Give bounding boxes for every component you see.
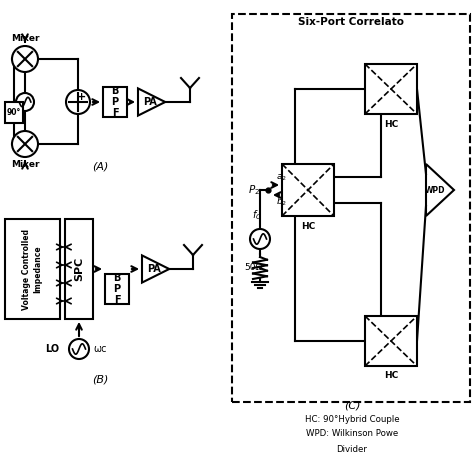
Text: HC: HC	[384, 119, 398, 128]
Bar	[5, 102, 23, 123]
Text: WPD: Wilkinson Powe: WPD: Wilkinson Powe	[306, 429, 398, 438]
Text: Voltage Controlled
Impedance: Voltage Controlled Impedance	[22, 228, 43, 310]
Bar	[365, 64, 417, 114]
Text: HC: HC	[384, 372, 398, 381]
Bar	[365, 316, 417, 366]
Bar	[103, 87, 127, 117]
Text: B
P
F: B P F	[111, 86, 118, 118]
Circle shape	[250, 229, 270, 249]
Bar	[282, 164, 334, 216]
Bar	[65, 219, 93, 319]
Text: Mixer: Mixer	[11, 160, 39, 169]
Text: (B): (B)	[92, 374, 108, 384]
Circle shape	[66, 90, 90, 114]
Circle shape	[16, 93, 34, 111]
Text: SPC: SPC	[74, 257, 84, 281]
Circle shape	[12, 131, 38, 157]
Circle shape	[12, 46, 38, 72]
Text: PA: PA	[143, 97, 157, 107]
Text: HC: HC	[301, 221, 315, 230]
Text: +: +	[77, 92, 87, 102]
Text: Six-Port Correlato: Six-Port Correlato	[298, 17, 404, 27]
Bar	[232, 14, 470, 402]
Text: (A): (A)	[92, 161, 108, 171]
Text: 50Ω: 50Ω	[244, 263, 262, 272]
Bar	[105, 274, 129, 304]
Text: PA: PA	[147, 264, 161, 274]
Text: $P_2$: $P_2$	[248, 183, 260, 197]
Text: HC: 90°Hybrid Couple: HC: 90°Hybrid Couple	[305, 414, 399, 423]
Text: Mixer: Mixer	[11, 34, 39, 43]
Bar	[5, 219, 60, 319]
Text: LO: LO	[45, 344, 59, 354]
Text: $b_2$: $b_2$	[276, 196, 287, 208]
Text: B
P
F: B P F	[113, 273, 121, 305]
Circle shape	[69, 339, 89, 359]
Text: $f_C$: $f_C$	[252, 208, 262, 222]
Text: Divider: Divider	[337, 445, 367, 454]
Text: 90°: 90°	[7, 108, 21, 117]
Text: WPD: WPD	[425, 185, 445, 194]
Text: ωc: ωc	[93, 344, 107, 354]
Text: (C): (C)	[344, 401, 360, 411]
Text: $a_2$: $a_2$	[276, 173, 287, 183]
